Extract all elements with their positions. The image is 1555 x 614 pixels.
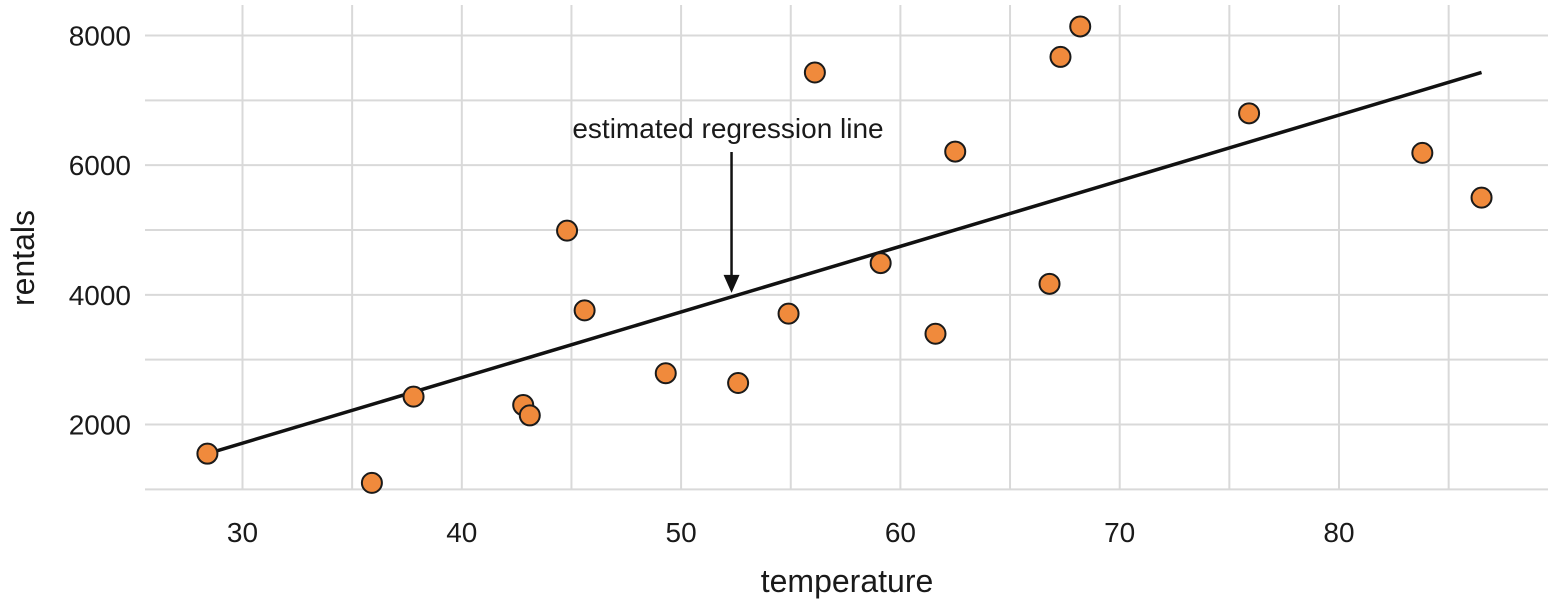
annotation-arrow-head <box>723 274 740 293</box>
data-point <box>402 385 425 408</box>
data-point <box>1069 15 1092 38</box>
data-points <box>196 15 1493 494</box>
data-point <box>556 219 579 242</box>
y-tick-label: 8000 <box>69 21 131 52</box>
annotation: estimated regression line <box>572 113 884 293</box>
data-point <box>654 362 677 385</box>
y-tick-label: 6000 <box>69 150 131 181</box>
y-axis-ticks: 2000 4000 6000 8000 <box>69 21 131 441</box>
data-point <box>777 302 800 325</box>
x-tick-label: 50 <box>666 517 697 548</box>
data-point <box>360 471 383 494</box>
data-point <box>803 61 826 84</box>
data-point <box>944 140 967 163</box>
data-point <box>518 404 541 427</box>
x-tick-label: 40 <box>446 517 477 548</box>
grid <box>145 5 1548 491</box>
data-point <box>573 299 596 322</box>
x-tick-label: 80 <box>1323 517 1354 548</box>
data-point <box>1038 272 1061 295</box>
y-tick-label: 2000 <box>69 410 131 441</box>
y-axis-title: rentals <box>5 210 41 306</box>
y-tick-label: 4000 <box>69 280 131 311</box>
x-axis-title: temperature <box>761 563 934 599</box>
data-point <box>196 442 219 465</box>
annotation-label: estimated regression line <box>572 113 883 144</box>
data-point <box>924 322 947 345</box>
data-point <box>1238 102 1261 125</box>
x-tick-label: 30 <box>227 517 258 548</box>
data-point <box>869 252 892 275</box>
data-point <box>1049 45 1072 68</box>
x-tick-label: 70 <box>1104 517 1135 548</box>
x-tick-label: 60 <box>885 517 916 548</box>
data-point <box>1411 141 1434 164</box>
x-axis-ticks: 30 40 50 60 70 80 <box>227 517 1355 548</box>
data-point <box>727 372 750 395</box>
data-point <box>1470 186 1493 209</box>
